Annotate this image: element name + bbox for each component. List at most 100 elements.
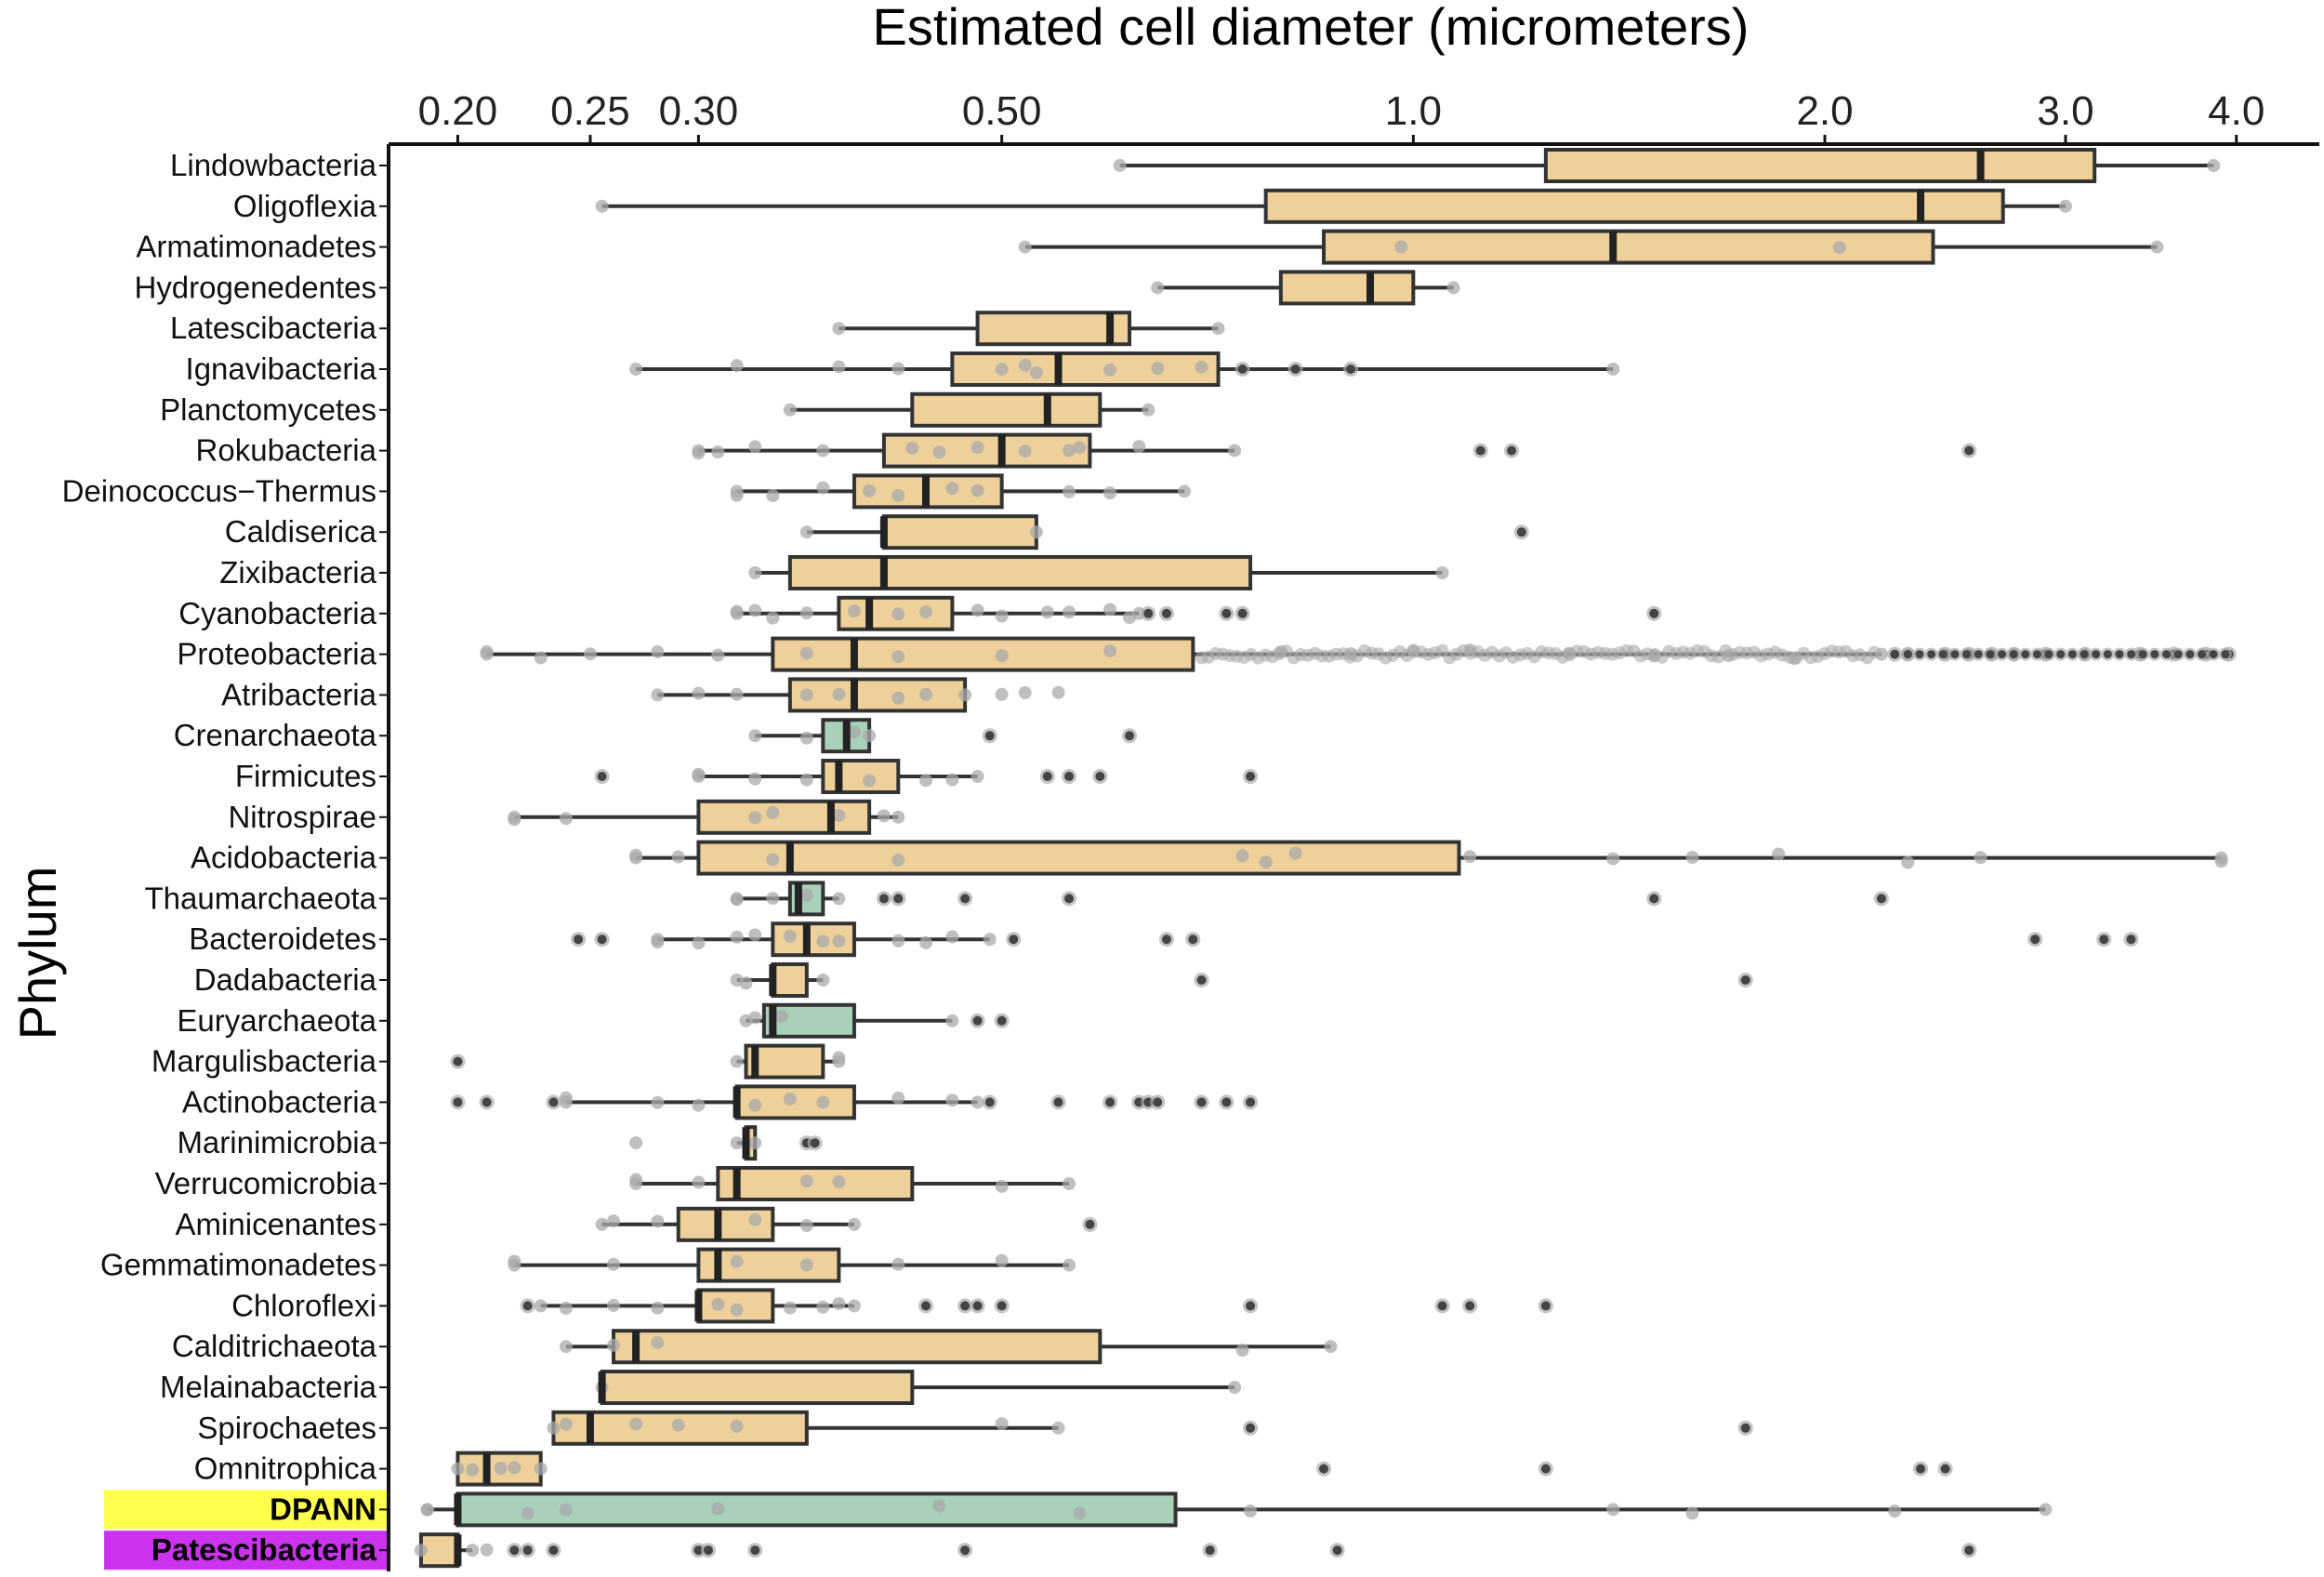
label-highlight [104, 1490, 387, 1530]
outlier-point [1997, 650, 2006, 659]
box-row [595, 1370, 1242, 1405]
outlier-point [509, 1545, 520, 1556]
data-point [958, 688, 972, 702]
outlier-point [1986, 650, 1995, 659]
data-point [995, 649, 1009, 663]
data-point [466, 1544, 480, 1557]
outlier-point [2221, 650, 2230, 659]
data-point [783, 403, 797, 417]
data-point [1132, 440, 1146, 454]
outlier-point [1876, 894, 1886, 904]
data-point [1051, 1421, 1065, 1435]
outlier-point [522, 1301, 533, 1311]
outlier-point [1938, 650, 1948, 659]
outlier-point [1332, 1545, 1342, 1556]
outlier-point [2056, 650, 2066, 659]
data-point [1029, 525, 1043, 539]
data-point [730, 606, 744, 620]
outlier-point [1465, 1301, 1475, 1311]
iqr-box [696, 1247, 841, 1283]
outlier-point [1915, 650, 1924, 659]
data-point [1063, 444, 1076, 457]
data-point [971, 603, 984, 617]
category-label: Crenarchaeota [174, 718, 377, 752]
data-point [730, 930, 744, 944]
outlier-point [960, 1301, 971, 1311]
data-point [2214, 851, 2228, 865]
data-point [480, 1543, 494, 1557]
outlier-point [2115, 650, 2124, 659]
category-label: Cyanobacteria [178, 596, 376, 630]
data-point [799, 1258, 813, 1272]
outlier-point [597, 772, 607, 781]
x-tick-label: 0.20 [418, 88, 498, 134]
data-point [945, 1093, 959, 1107]
data-point [945, 482, 959, 496]
outlier-point [750, 1545, 760, 1556]
iqr-box [744, 1043, 825, 1080]
data-point [832, 892, 846, 906]
outlier-point [2173, 650, 2183, 659]
box-row [450, 1084, 1259, 1120]
box-row [450, 1043, 846, 1080]
data-point [1113, 159, 1127, 172]
data-point [2039, 1503, 2053, 1517]
iqr-box [456, 1491, 1178, 1528]
box-row [1113, 148, 2221, 183]
box-row [730, 473, 1192, 510]
data-point [1151, 281, 1165, 295]
category-label: Verrucomicrobia [155, 1166, 377, 1200]
data-point [651, 1301, 665, 1315]
data-point [766, 611, 780, 625]
data-point [748, 1098, 762, 1112]
outlier-point [1540, 1464, 1551, 1474]
data-point [932, 1499, 946, 1513]
data-point [891, 691, 905, 705]
data-point [1446, 281, 1460, 295]
outlier-point [1649, 608, 1659, 618]
data-point [730, 1419, 744, 1433]
data-point [730, 1254, 744, 1268]
outlier-point [597, 934, 607, 945]
box-row [414, 1532, 1977, 1569]
data-point [1259, 855, 1273, 869]
category-label: Spirochaetes [197, 1411, 376, 1445]
outlier-point [482, 1097, 492, 1107]
data-point [847, 604, 861, 618]
data-point [995, 1417, 1009, 1431]
data-point [606, 1214, 620, 1228]
data-point [1103, 603, 1117, 616]
outlier-point [1095, 772, 1105, 781]
box-row [508, 799, 905, 835]
iqr-box [1278, 270, 1416, 306]
data-point [766, 892, 780, 906]
box-row [739, 1002, 1010, 1039]
data-point [1868, 645, 1882, 659]
data-point [559, 1340, 573, 1354]
outlier-point [522, 1545, 533, 1556]
data-point [1029, 365, 1043, 379]
outlier-point [1246, 1301, 1256, 1311]
outlier-point [703, 1545, 713, 1556]
outlier-point [1064, 894, 1075, 904]
box-row [730, 595, 1662, 631]
iqr-box [771, 636, 1195, 672]
iqr-box [975, 311, 1132, 347]
box-row [730, 962, 1753, 998]
data-point [711, 1297, 725, 1311]
data-point [1018, 686, 1032, 700]
outlier-point [1940, 1464, 1950, 1474]
outlier-point [2162, 650, 2172, 659]
outlier-point [984, 1097, 995, 1107]
outlier-point [1143, 608, 1154, 618]
data-point [891, 1257, 905, 1271]
iqr-box [950, 351, 1221, 387]
outlier-point [997, 1301, 1007, 1311]
category-label: Calditrichaeota [172, 1329, 377, 1363]
data-point [1018, 240, 1032, 254]
data-point [832, 360, 846, 374]
category-label: Rokubacteria [196, 433, 377, 468]
data-point [466, 1463, 480, 1477]
data-point [891, 607, 905, 621]
